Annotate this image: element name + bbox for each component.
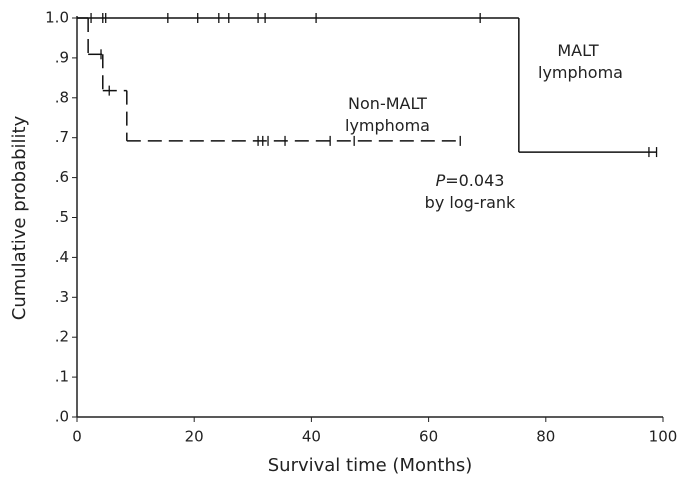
y-tick-label: .9 bbox=[55, 48, 69, 66]
y-tick-label: .5 bbox=[55, 208, 69, 226]
x-axis-title: Survival time (Months) bbox=[268, 455, 473, 476]
x-tick-label: 80 bbox=[536, 428, 555, 446]
x-tick-label: 0 bbox=[72, 428, 82, 446]
p-value: =0.043 bbox=[445, 171, 505, 190]
y-tick-label: 1.0 bbox=[45, 9, 69, 27]
y-tick-label: .3 bbox=[55, 288, 69, 306]
test-method: by log-rank bbox=[424, 193, 516, 212]
y-tick-label: .6 bbox=[55, 168, 69, 186]
p-symbol: P bbox=[435, 171, 446, 190]
annotation: P=0.043 by log-rank bbox=[400, 170, 540, 214]
x-tick-label: 40 bbox=[302, 428, 321, 446]
y-tick-label: .4 bbox=[55, 248, 69, 266]
y-tick-label: .8 bbox=[55, 88, 69, 106]
y-tick-label: .0 bbox=[55, 408, 69, 426]
series-label: MALT lymphoma bbox=[538, 41, 623, 82]
x-tick-label: 100 bbox=[649, 428, 678, 446]
y-axis-title: Cumulative probability bbox=[9, 115, 30, 320]
y-tick-label: .1 bbox=[55, 368, 69, 386]
y-tick-label: .7 bbox=[55, 128, 69, 146]
series-label: Non-MALT lymphoma bbox=[345, 94, 430, 135]
x-tick-label: 60 bbox=[419, 428, 438, 446]
y-tick-label: .2 bbox=[55, 328, 69, 346]
x-tick-label: 20 bbox=[185, 428, 204, 446]
